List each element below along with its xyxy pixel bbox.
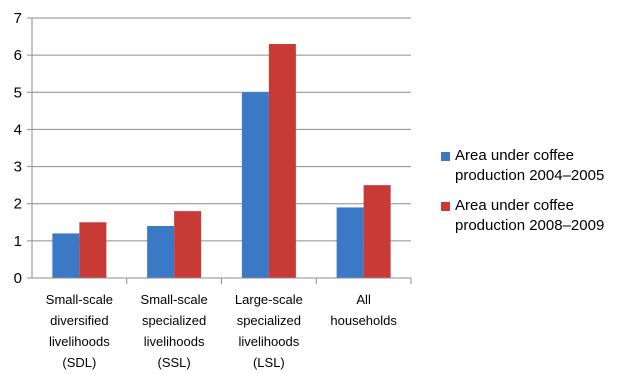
- legend-label-series-2: Area under coffee production 2008–2009: [455, 197, 605, 234]
- y-tick-label: 1: [14, 233, 22, 250]
- legend-item-series-2: Area under coffee production 2008–2009: [441, 196, 631, 236]
- legend-item-series-1: Area under coffee production 2004–2005: [441, 146, 631, 186]
- y-tick-label: 0: [14, 270, 22, 287]
- gridlines: [32, 17, 411, 242]
- axes: [27, 17, 412, 284]
- bar-series-1-3: [241, 92, 269, 279]
- x-tick-label: All households: [330, 292, 397, 328]
- bar-series-2-1: [79, 222, 107, 278]
- bar-series-2-3: [268, 44, 296, 278]
- y-tick-label: 2: [14, 196, 22, 213]
- legend: Area under coffee production 2004–2005 A…: [441, 146, 631, 246]
- y-tick-label: 4: [14, 121, 22, 138]
- legend-label-series-1: Area under coffee production 2004–2005: [455, 147, 605, 184]
- bar-series-1-4: [336, 207, 364, 278]
- x-tick-label: Small-scale diversified livelihoods (SDL): [46, 292, 113, 370]
- bars: [52, 44, 391, 279]
- x-tick-label: Large-scale specialized livelihoods (LSL): [235, 292, 303, 370]
- legend-swatch-series-2: [441, 202, 450, 211]
- y-tick-label: 6: [14, 47, 22, 64]
- y-tick-label: 3: [14, 159, 22, 176]
- bar-series-2-4: [363, 185, 391, 278]
- bar-series-1-1: [52, 233, 80, 278]
- x-tick-label: Small-scale specialized livelihoods (SSL): [141, 292, 208, 370]
- x-tick-labels: Small-scale diversified livelihoods (SDL) Sm…: [46, 292, 398, 370]
- y-tick-labels: 0 1 2 3 4 5 6 7: [14, 10, 22, 287]
- y-tick-label: 7: [14, 10, 22, 27]
- legend-swatch-series-1: [441, 152, 450, 161]
- y-tick-label: 5: [14, 84, 22, 101]
- bar-series-1-2: [147, 226, 175, 278]
- bar-series-2-2: [174, 211, 202, 278]
